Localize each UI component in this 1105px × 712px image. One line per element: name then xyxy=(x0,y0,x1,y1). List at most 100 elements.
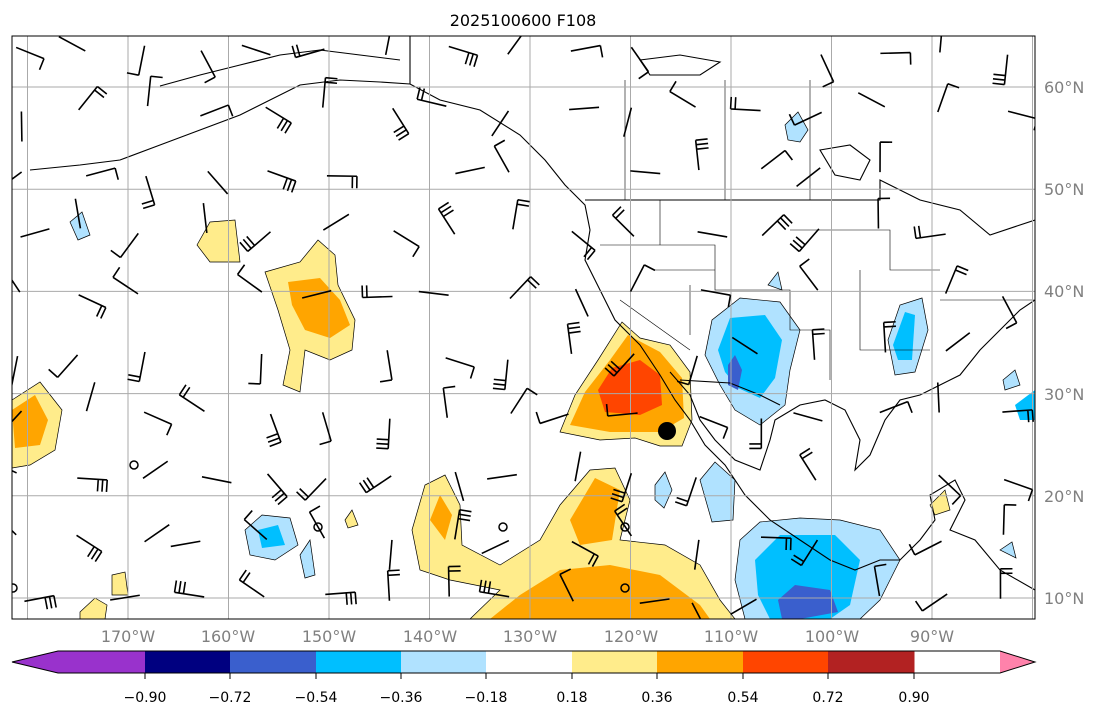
wind-barb xyxy=(248,353,263,385)
wind-barb xyxy=(386,569,400,601)
anomaly-pacific-positive xyxy=(196,219,356,393)
colorbar-tick-label: 0.18 xyxy=(556,690,587,706)
wind-barb xyxy=(760,149,794,170)
wind-barb xyxy=(761,214,793,237)
wind-barb xyxy=(358,475,392,494)
wind-barb xyxy=(308,505,326,539)
wind-barb xyxy=(535,411,569,425)
lat-label: 10°N xyxy=(1044,589,1084,608)
anomaly-baja-positive xyxy=(559,321,693,447)
lon-label: 130°W xyxy=(503,627,558,646)
wind-barb xyxy=(455,166,485,175)
wind-barb xyxy=(173,580,205,598)
wind-barb xyxy=(691,602,702,619)
wind-barb xyxy=(669,80,696,108)
colorbar-tick-label: 0.90 xyxy=(898,690,929,706)
wind-barb xyxy=(201,476,232,484)
wind-barb xyxy=(1003,478,1034,502)
wind-barb xyxy=(571,540,599,567)
wind-barb xyxy=(512,198,530,230)
colorbar-extend-min xyxy=(12,651,58,673)
wind-barb xyxy=(454,471,465,502)
wind-barb xyxy=(239,231,272,253)
wind-barb xyxy=(999,567,1013,599)
map-title: 2025100600 F108 xyxy=(450,11,597,30)
wind-barb xyxy=(799,447,817,481)
wind-barb xyxy=(78,85,108,111)
wind-barb xyxy=(301,289,332,299)
wind-barb xyxy=(418,290,449,296)
lat-label: 50°N xyxy=(1044,180,1084,199)
anomaly-tropical-positive xyxy=(12,381,951,619)
wind-barb xyxy=(143,411,173,436)
wind-barb xyxy=(392,107,410,141)
wind-barb xyxy=(699,415,729,439)
wind-barb xyxy=(674,477,697,507)
wind-barb xyxy=(1002,409,1034,423)
wind-barb xyxy=(877,197,891,229)
colorbar-segment xyxy=(58,651,146,673)
colorbar-segment xyxy=(572,651,658,673)
colorbar-segment xyxy=(316,651,402,673)
wind-barb xyxy=(510,387,538,414)
wind-barb xyxy=(265,106,292,134)
lat-label: 30°N xyxy=(1044,385,1084,404)
wind-barb xyxy=(384,36,391,56)
wind-barb xyxy=(945,332,971,352)
wind-barb xyxy=(326,175,358,189)
colorbar-tick-label: −0.72 xyxy=(209,690,252,706)
wind-barb xyxy=(639,598,670,604)
wind-barb xyxy=(170,540,201,548)
wind-barb xyxy=(442,385,456,418)
wind-barb xyxy=(416,87,447,107)
wind-barb xyxy=(393,230,420,258)
wind-barb xyxy=(873,563,887,597)
colorbar-tick-label: −0.18 xyxy=(465,690,508,706)
wind-barb xyxy=(15,46,45,71)
lon-label: 150°W xyxy=(302,627,357,646)
wind-barb xyxy=(487,473,517,480)
wind-barb xyxy=(85,167,120,180)
wind-barb xyxy=(697,231,728,238)
wind-barb xyxy=(879,400,913,414)
wind-barb xyxy=(811,328,825,360)
wind-barb xyxy=(376,418,391,450)
colorbar-outline xyxy=(11,650,1037,674)
wind-barb xyxy=(112,266,139,295)
colorbar xyxy=(11,650,1037,679)
wind-barb xyxy=(796,167,821,187)
colorbar-tick-label: 0.72 xyxy=(812,690,843,706)
wind-barb xyxy=(605,403,638,417)
wind-barb xyxy=(820,54,835,88)
wind-barb xyxy=(12,410,23,423)
wind-barb xyxy=(127,351,146,383)
wind-barb xyxy=(126,45,146,76)
colorbar-tick-label: −0.90 xyxy=(124,690,167,706)
wind-barb xyxy=(361,285,393,299)
colorbar-tick-label: 0.54 xyxy=(727,690,758,706)
wind-barb xyxy=(629,264,656,292)
wind-barb xyxy=(882,320,896,353)
wind-barb xyxy=(447,565,461,597)
colorbar-segment xyxy=(486,651,573,673)
wind-barb xyxy=(200,104,234,117)
wind-barb xyxy=(992,54,1009,86)
colorbar-tick-label: −0.54 xyxy=(295,690,338,706)
wind-barb xyxy=(238,569,265,598)
colorbar-segment xyxy=(401,651,487,673)
wind-barb xyxy=(570,44,604,58)
wind-barb xyxy=(266,473,288,506)
wind-barb xyxy=(319,412,332,446)
wind-barb xyxy=(729,96,761,112)
wind-barb xyxy=(85,382,96,412)
wind-barb xyxy=(879,141,893,173)
latitude-labels: 60°N 50°N 40°N 30°N 20°N 10°N xyxy=(1044,78,1084,608)
wind-barb xyxy=(491,110,510,137)
wind-barb xyxy=(144,524,170,543)
lat-label: 60°N xyxy=(1044,78,1084,97)
wind-barb xyxy=(604,353,635,377)
colorbar-ticks: −0.90 −0.72 −0.54 −0.36 −0.18 0.18 0.36 … xyxy=(124,690,930,706)
wind-barb xyxy=(610,472,633,503)
